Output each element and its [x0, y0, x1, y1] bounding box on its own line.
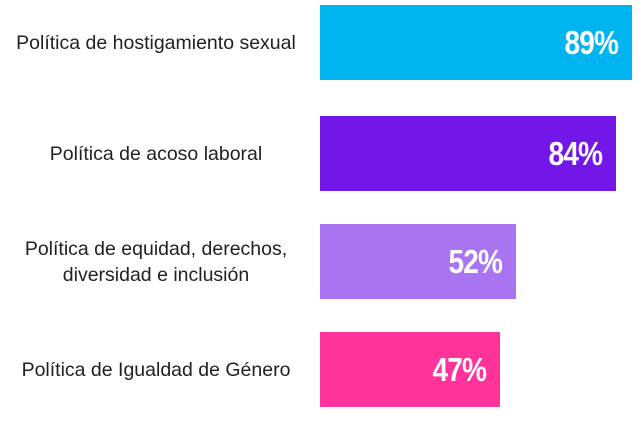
- category-label: Política de equidad, derechos, diversida…: [0, 224, 312, 299]
- bar: [320, 5, 632, 80]
- bar-row: Política de acoso laboral 84%: [0, 116, 642, 191]
- category-text: Política de acoso laboral: [49, 142, 263, 165]
- bar-row: Política de equidad, derechos, diversida…: [0, 224, 642, 299]
- bar: [320, 116, 617, 191]
- value-text: 89%: [564, 23, 618, 61]
- category-text: Política de hostigamiento sexual: [16, 31, 296, 54]
- category-text: Política de Igualdad de Género: [21, 358, 291, 381]
- value-label: 84%: [320, 116, 603, 191]
- bar-row: Política de hostigamiento sexual 89%: [0, 5, 642, 80]
- bar-row: Política de Igualdad de Género 47%: [0, 332, 642, 407]
- value-label: 89%: [320, 5, 618, 80]
- category-label: Política de acoso laboral: [0, 116, 312, 191]
- category-label: Política de Igualdad de Género: [0, 332, 312, 407]
- value-label: 52%: [320, 224, 502, 299]
- category-label: Política de hostigamiento sexual: [0, 5, 312, 80]
- bar: [320, 224, 517, 299]
- value-text: 84%: [548, 134, 603, 172]
- value-text: 52%: [448, 242, 503, 280]
- value-label: 47%: [320, 332, 487, 407]
- category-text: Política de equidad, derechos, diversida…: [24, 237, 288, 286]
- bar: [320, 332, 501, 407]
- value-text: 47%: [432, 350, 487, 388]
